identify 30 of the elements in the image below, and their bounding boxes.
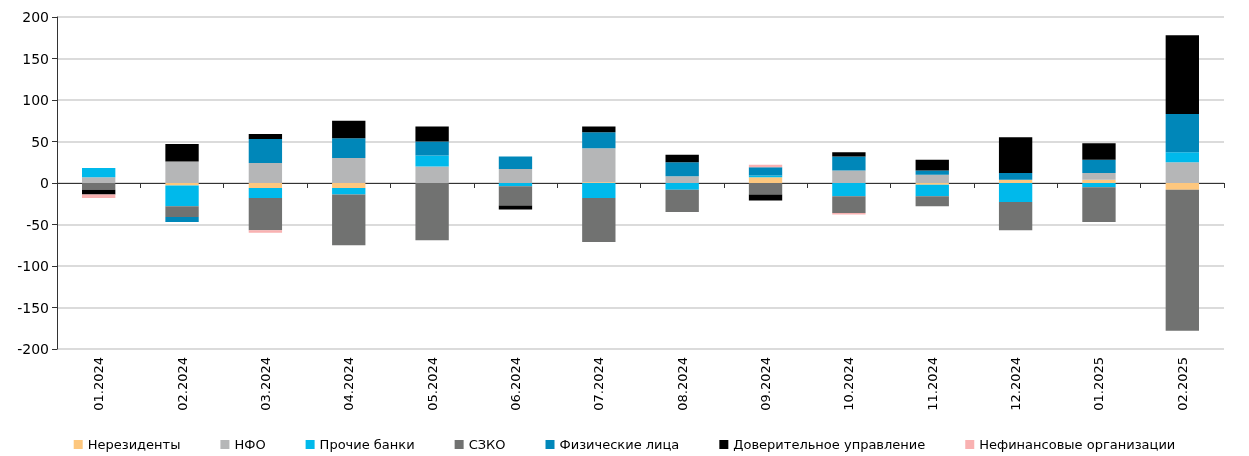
legend-label: СЗКО	[468, 437, 506, 452]
x-tick-label: 10.2024	[841, 357, 857, 411]
legend-label: Физические лица	[559, 437, 680, 452]
y-tick-label: 100	[22, 92, 49, 108]
y-tick-label: 150	[22, 50, 49, 67]
x-tick-label: 11.2024	[924, 357, 940, 411]
x-tick-label: 01.2024	[91, 357, 107, 411]
x-tick-label: 09.2024	[758, 357, 774, 411]
legend-label: Прочие банки	[319, 437, 415, 452]
y-tick-label: 50	[31, 133, 49, 150]
y-tick-label: -50	[26, 216, 49, 233]
x-tick-label: 02.2024	[174, 357, 190, 411]
x-tick-label: 08.2024	[674, 357, 690, 411]
y-tick-label: 0	[40, 175, 49, 191]
legend-label: Доверительное управление	[733, 437, 926, 452]
y-tick-label: -100	[17, 258, 49, 274]
legend-label: Нефинансовые организации	[979, 437, 1176, 452]
x-tick-label: 02.2025	[1174, 357, 1190, 411]
x-tick-label: 03.2024	[257, 357, 273, 411]
y-tick-label: -150	[17, 299, 49, 316]
legend-label: НФО	[234, 437, 266, 452]
x-tick-label: 06.2024	[507, 357, 523, 411]
x-tick-label: 05.2024	[424, 357, 440, 411]
x-tick-label: 07.2024	[591, 357, 607, 411]
y-tick-label: -200	[17, 341, 49, 357]
x-tick-label: 01.2025	[1091, 357, 1107, 411]
legend-label: Нерезиденты	[87, 437, 181, 452]
x-tick-label: 12.2024	[1008, 357, 1024, 411]
y-tick-label: 200	[22, 9, 49, 25]
x-tick-label: 04.2024	[341, 357, 357, 411]
